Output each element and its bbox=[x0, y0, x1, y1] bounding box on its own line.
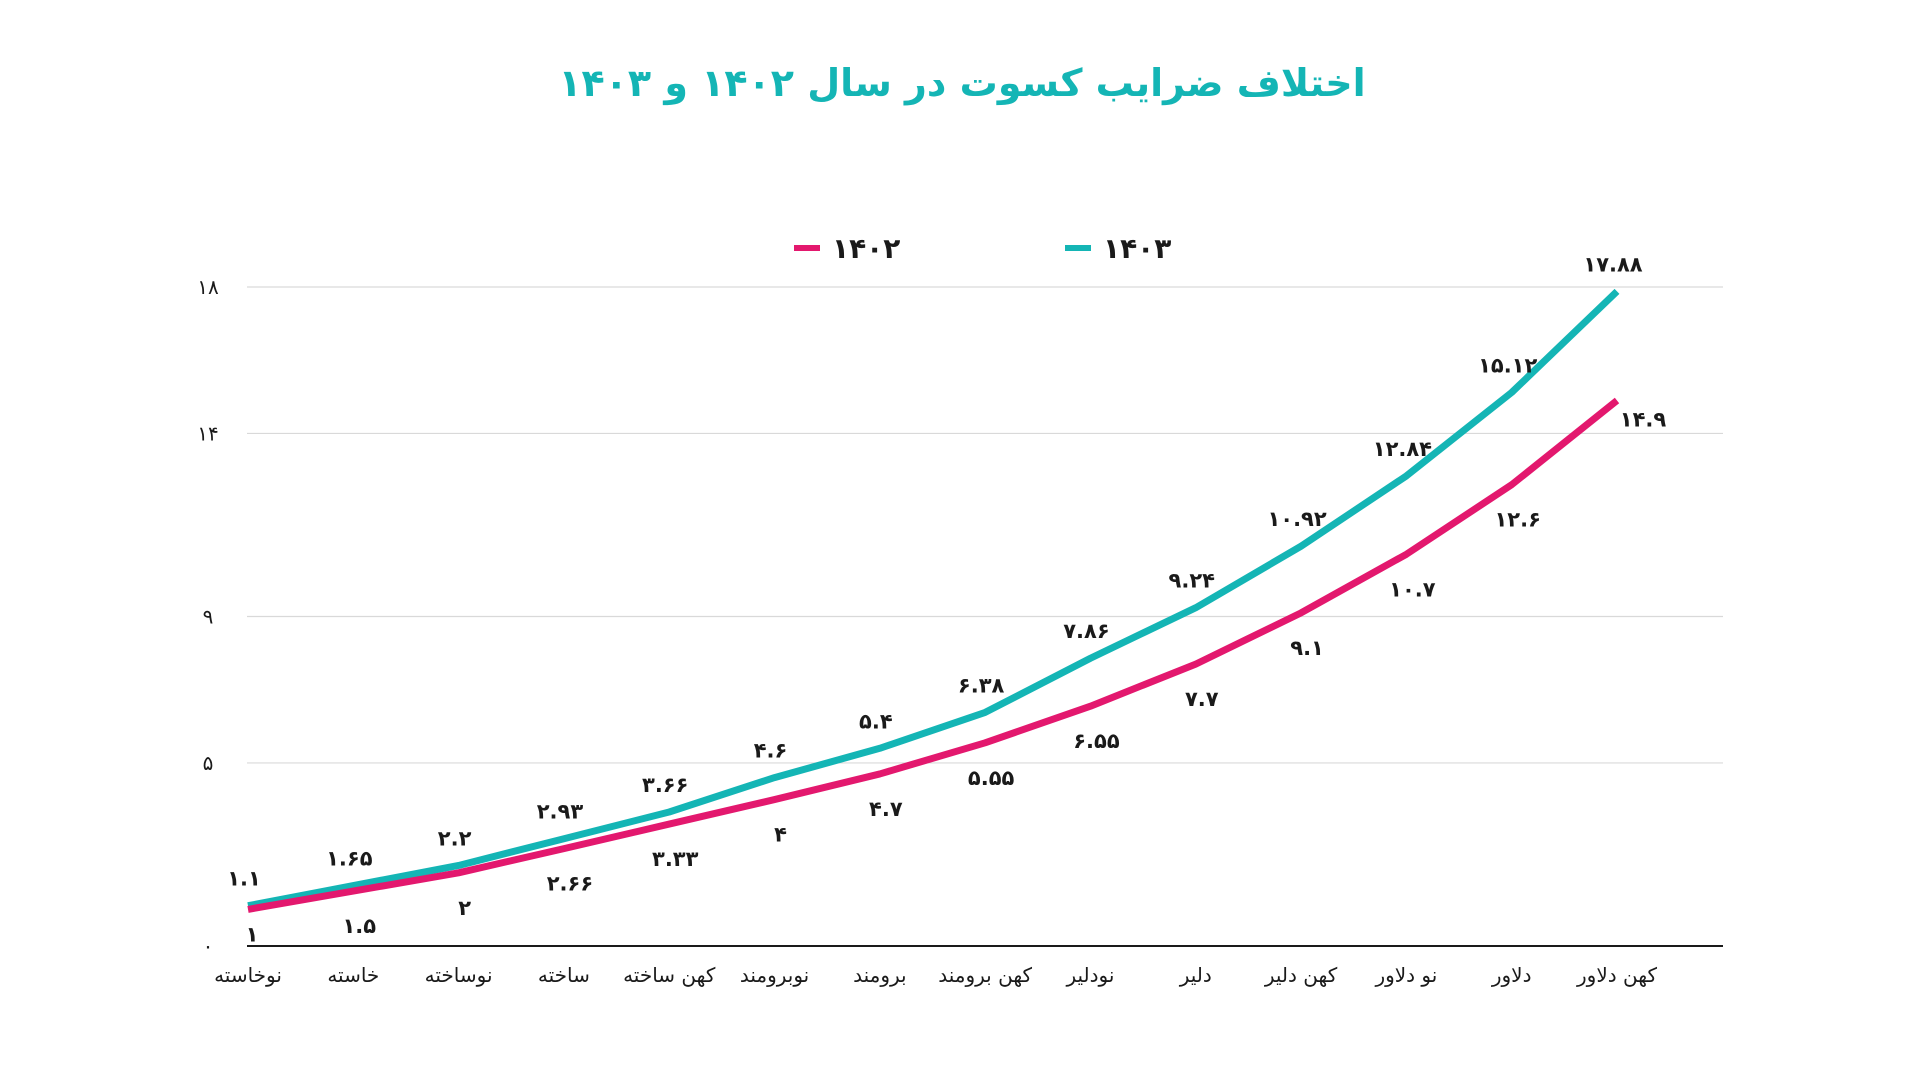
data-label: ۱.۶۵ bbox=[326, 847, 373, 871]
y-axis-ticks: ۰ ۵ ۹ ۱۴ ۱۸ bbox=[197, 275, 219, 958]
data-label: ۴.۷ bbox=[869, 797, 903, 821]
data-label: ۲.۲ bbox=[438, 826, 472, 850]
data-label: ۱۲.۶ bbox=[1494, 508, 1540, 532]
data-label: ۱ bbox=[246, 922, 259, 946]
y-tick-label: ۱۴ bbox=[197, 421, 218, 445]
x-axis: نوخاسته خاسته نوساخته ساخته کهن ساخته نوبرومن… bbox=[214, 945, 1723, 987]
series-lines bbox=[247, 288, 1620, 913]
data-label: ۵.۵۵ bbox=[968, 766, 1015, 790]
data-label: ۹.۱ bbox=[1290, 636, 1324, 660]
data-label: ۴ bbox=[774, 823, 787, 847]
x-tick-label: کهن ساخته bbox=[623, 963, 716, 987]
data-label: ۲.۶۶ bbox=[547, 872, 593, 896]
data-label: ۲.۹۳ bbox=[537, 800, 584, 824]
data-label: ۹.۲۴ bbox=[1169, 569, 1216, 593]
y-tick-label: ۱۸ bbox=[197, 275, 219, 299]
series-line-1 bbox=[247, 288, 1620, 910]
y-tick-label: ۹ bbox=[203, 605, 214, 629]
data-label: ۱۴.۹ bbox=[1620, 407, 1667, 431]
x-tick-label: نوبرومند bbox=[740, 963, 809, 987]
x-tick-label: نوخاسته bbox=[214, 963, 282, 987]
y-tick-label: ۰ bbox=[203, 934, 214, 958]
data-label: ۵.۴ bbox=[859, 709, 893, 733]
x-tick-label: برومند bbox=[853, 963, 907, 987]
x-tick-label: ساخته bbox=[538, 963, 590, 987]
x-tick-label: نودلیر bbox=[1065, 963, 1114, 987]
data-label: ۷.۸۶ bbox=[1063, 619, 1109, 643]
data-labels: ۱ ۱.۵ ۲ ۲.۶۶ ۳.۳۳ ۴ ۴.۷ ۵.۵۵ ۶.۵۵ ۷.۷ ۹.۱ ۱۰.۷ ۱۲.۶ ۱… bbox=[227, 252, 1666, 946]
x-tick-label: دلاور bbox=[1491, 963, 1532, 987]
data-label: ۷.۷ bbox=[1185, 687, 1219, 711]
data-label: ۱۷.۸۸ bbox=[1583, 252, 1642, 276]
x-tick-label: نو دلاور bbox=[1374, 963, 1437, 987]
x-tick-label: کهن دلاور bbox=[1576, 963, 1657, 987]
x-tick-label: کهن دلیر bbox=[1264, 963, 1338, 987]
data-label: ۴.۶ bbox=[754, 739, 788, 763]
data-label: ۱۰.۹۲ bbox=[1267, 507, 1326, 531]
x-tick-label: خاسته bbox=[327, 963, 379, 987]
y-tick-label: ۵ bbox=[203, 751, 214, 775]
data-label: ۳.۶۶ bbox=[642, 773, 688, 797]
data-label: ۱۲.۸۴ bbox=[1373, 437, 1432, 461]
x-tick-label: دلیر bbox=[1179, 963, 1212, 987]
legend: ۱۴۰۲ ۱۴۰۳ bbox=[794, 232, 1171, 265]
x-tick-label: کهن برومند bbox=[938, 963, 1032, 987]
data-label: ۲ bbox=[458, 896, 471, 920]
data-label: ۱.۱ bbox=[227, 867, 261, 891]
x-tick-label: نوساخته bbox=[425, 963, 493, 987]
legend-label: ۱۴۰۲ bbox=[832, 232, 900, 265]
chart-title: اختلاف ضرایب کسوت در سال ۱۴۰۲ و ۱۴۰۳ bbox=[558, 61, 1365, 106]
data-label: ۱۵.۱۲ bbox=[1478, 353, 1537, 377]
data-label: ۱.۵ bbox=[342, 914, 376, 938]
data-label: ۳.۳۳ bbox=[652, 847, 699, 871]
series-line-0 bbox=[247, 397, 1620, 913]
data-label: ۶.۳۸ bbox=[958, 673, 1005, 697]
data-label: ۶.۵۵ bbox=[1073, 729, 1120, 753]
data-label: ۱۰.۷ bbox=[1389, 577, 1436, 601]
gridlines bbox=[247, 286, 1723, 764]
legend-label: ۱۴۰۳ bbox=[1103, 232, 1171, 265]
